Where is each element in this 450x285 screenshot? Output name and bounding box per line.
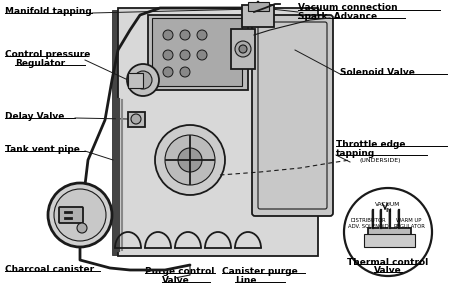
Text: Purge control: Purge control [145,267,214,276]
Circle shape [180,50,190,60]
Text: Valve: Valve [162,276,190,285]
Text: WARM UP
REGULATOR: WARM UP REGULATOR [393,218,425,229]
Circle shape [48,183,112,247]
Circle shape [155,125,225,195]
Circle shape [344,188,432,276]
FancyBboxPatch shape [252,15,333,216]
Text: Thermal control: Thermal control [347,258,428,267]
Circle shape [180,30,190,40]
FancyBboxPatch shape [127,111,144,127]
Text: Delay Valve: Delay Valve [5,112,64,121]
Text: VACUUM
IN: VACUUM IN [375,202,401,213]
Text: Vacuum connection: Vacuum connection [298,3,398,12]
Text: Regulator: Regulator [15,59,65,68]
FancyBboxPatch shape [231,29,255,69]
FancyBboxPatch shape [148,15,248,90]
Text: Charcoal canister: Charcoal canister [5,265,94,274]
Circle shape [163,30,173,40]
Circle shape [131,114,141,124]
FancyBboxPatch shape [248,1,269,11]
Text: (UNDERSIDE): (UNDERSIDE) [360,158,401,163]
Text: Throttle edge: Throttle edge [336,140,405,149]
Text: DISTRIBUTOR
ADV. SOLENOID: DISTRIBUTOR ADV. SOLENOID [348,218,388,229]
Circle shape [180,67,190,77]
Circle shape [77,223,87,233]
Text: Valve: Valve [374,266,402,275]
Text: Canister purge: Canister purge [222,267,298,276]
Circle shape [239,45,247,53]
Text: Tank vent pipe: Tank vent pipe [5,145,80,154]
Text: tapping: tapping [336,149,375,158]
FancyBboxPatch shape [364,233,414,247]
FancyBboxPatch shape [152,18,242,86]
Text: Control pressure: Control pressure [5,50,90,59]
Circle shape [165,135,215,185]
FancyBboxPatch shape [59,207,83,223]
Circle shape [197,30,207,40]
FancyBboxPatch shape [127,72,143,87]
FancyBboxPatch shape [118,8,318,256]
Text: Spark  Advance: Spark Advance [298,12,377,21]
Text: Manifold tapping: Manifold tapping [5,7,92,16]
Circle shape [178,148,202,172]
FancyBboxPatch shape [242,5,274,27]
Circle shape [127,64,159,96]
Bar [112,10,118,255]
Circle shape [197,50,207,60]
Circle shape [163,50,173,60]
FancyBboxPatch shape [368,227,410,247]
Text: Solenoid Valve: Solenoid Valve [340,68,415,77]
Circle shape [134,71,152,89]
Text: Line: Line [235,276,256,285]
Bar [120,10,124,255]
Circle shape [54,189,106,241]
Circle shape [163,67,173,77]
Circle shape [235,41,251,57]
